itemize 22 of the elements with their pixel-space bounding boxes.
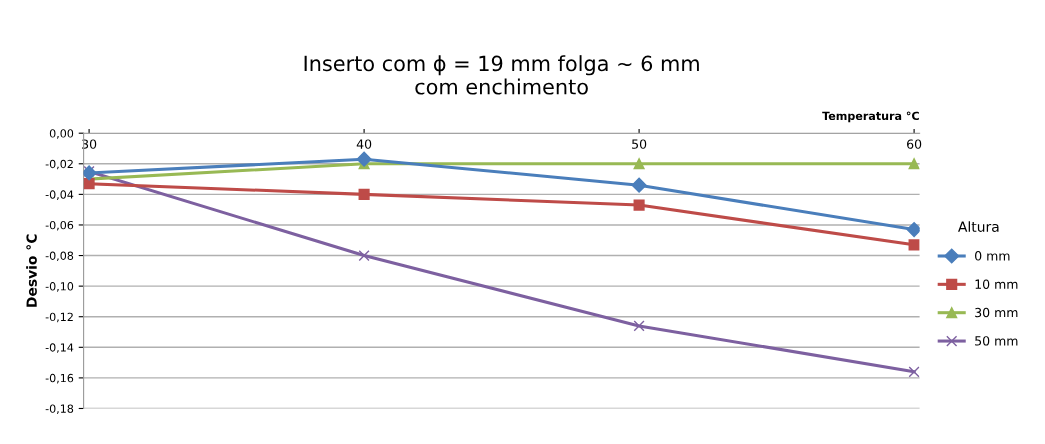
- y-tick-label: -0,14: [45, 343, 74, 353]
- x-tick-label: 40: [356, 139, 372, 149]
- x-tick-label: 50: [632, 139, 647, 149]
- legend-label: 10 mm: [975, 279, 1018, 289]
- legend-label: 50 mm: [975, 336, 1018, 346]
- y-tick-label: -0,18: [45, 404, 74, 414]
- x-tick-label: 60: [907, 139, 922, 149]
- y-tick-label: -0,10: [45, 282, 74, 292]
- legend-label: 0 mm: [975, 251, 1010, 261]
- y-axis-title: Desvio °C: [26, 234, 37, 307]
- y-tick-label: -0,02: [45, 159, 73, 170]
- y-tick-label: -0,12: [45, 312, 73, 323]
- x-axis-title: Temperatura °C: [822, 111, 919, 123]
- legend-title: Altura: [958, 221, 999, 232]
- y-tick-label: -0,06: [45, 220, 74, 231]
- y-tick-label: 0,00: [49, 129, 74, 139]
- x-tick-label: 30: [82, 139, 97, 149]
- chart-title: Inserto com ϕ = 19 mm folga ~ 6 mm com enchimento: [304, 55, 699, 95]
- legend-label: 30 mm: [975, 307, 1018, 318]
- y-tick-label: -0,04: [45, 190, 74, 200]
- y-tick-label: -0,16: [45, 373, 74, 384]
- y-tick-label: -0,08: [45, 251, 74, 262]
